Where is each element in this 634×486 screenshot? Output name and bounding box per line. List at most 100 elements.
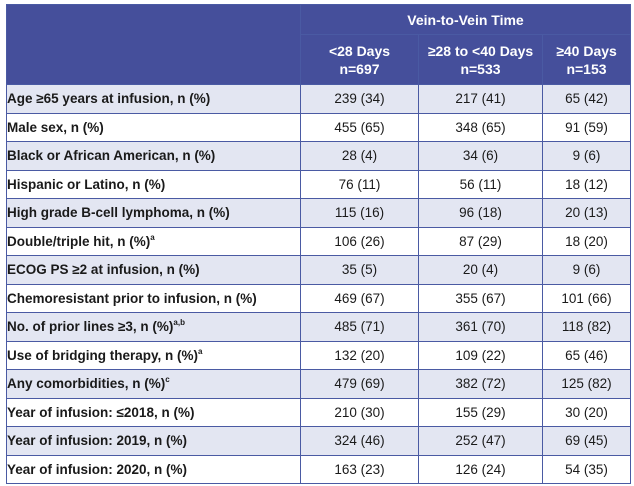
row-label-cell: Year of infusion: 2019, n (%) — [6, 426, 301, 456]
value-cell: 101 (66) — [541, 283, 632, 313]
row-label-cell: Male sex, n (%) — [6, 112, 301, 142]
value-cell: 56 (11) — [418, 169, 543, 199]
value-cell: 118 (82) — [541, 312, 632, 342]
value-cell: 91 (59) — [541, 112, 632, 142]
value-cell: 87 (29) — [418, 226, 543, 256]
table-row: Year of infusion: ≤2018, n (%) 210 (30) 15… — [6, 397, 632, 427]
table-row: Use of bridging therapy, n (%)a 132 (20) 1… — [6, 340, 632, 370]
row-label-cell: Use of bridging therapy, n (%)a — [6, 340, 301, 370]
row-label: No. of prior lines ≥3, n (%) — [7, 319, 174, 335]
row-label: Male sex, n (%) — [7, 119, 104, 135]
value-cell: 35 (5) — [300, 255, 419, 285]
row-label-cell: Age ≥65 years at infusion, n (%) — [6, 84, 301, 114]
row-label: Year of infusion: 2020, n (%) — [7, 461, 188, 477]
value-cell: 155 (29) — [418, 397, 543, 427]
value-cell: 115 (16) — [300, 198, 419, 228]
column-label: ≥28 to <40 Days — [427, 42, 534, 59]
row-label: Double/triple hit, n (%) — [7, 233, 151, 249]
value-cell: 18 (12) — [541, 169, 632, 199]
value-cell: 382 (72) — [418, 369, 543, 399]
header-blank-cell — [6, 4, 301, 85]
column-n: n=533 — [460, 60, 501, 77]
table-row: Black or African American, n (%) 28 (4) 34… — [6, 141, 632, 171]
table-row: No. of prior lines ≥3, n (%)a,b 485 (71) 3… — [6, 312, 632, 342]
row-label-cell: High grade B-cell lymphoma, n (%) — [6, 198, 301, 228]
column-label: <28 Days — [328, 42, 391, 59]
value-cell: 9 (6) — [541, 255, 632, 285]
row-label: Chemoresistant prior to infusion, n (%) — [7, 290, 257, 306]
row-label-cell: Any comorbidities, n (%)c — [6, 369, 301, 399]
value-cell: 361 (70) — [418, 312, 543, 342]
table-row: Age ≥65 years at infusion, n (%) 239 (34)… — [6, 84, 632, 114]
footnote-marker: a — [150, 232, 155, 242]
table-row: ECOG PS ≥2 at infusion, n (%) 35 (5) 20 (4… — [6, 255, 632, 285]
value-cell: 163 (23) — [300, 454, 419, 484]
value-cell: 324 (46) — [300, 426, 419, 456]
row-label-cell: ECOG PS ≥2 at infusion, n (%) — [6, 255, 301, 285]
table-body: Age ≥65 years at infusion, n (%) 239 (34)… — [6, 84, 632, 484]
row-label: Use of bridging therapy, n (%) — [7, 347, 199, 363]
value-cell: 9 (6) — [541, 141, 632, 171]
row-label: ECOG PS ≥2 at infusion, n (%) — [7, 262, 200, 278]
row-label-cell: Chemoresistant prior to infusion, n (%) — [6, 283, 301, 313]
table-row: Male sex, n (%) 455 (65) 348 (65) 91 (59) — [6, 112, 632, 142]
characteristics-table: Vein-to-Vein Time <28 Days n=697 ≥28 to … — [6, 4, 632, 484]
value-cell: 109 (22) — [418, 340, 543, 370]
value-cell: 106 (26) — [300, 226, 419, 256]
value-cell: 469 (67) — [300, 283, 419, 313]
value-cell: 217 (41) — [418, 84, 543, 114]
value-cell: 252 (47) — [418, 426, 543, 456]
value-cell: 28 (4) — [300, 141, 419, 171]
value-cell: 132 (20) — [300, 340, 419, 370]
column-label: ≥40 Days — [556, 42, 617, 59]
column-header: ≥40 Days n=153 — [541, 34, 632, 85]
value-cell: 65 (46) — [541, 340, 632, 370]
value-cell: 125 (82) — [541, 369, 632, 399]
value-cell: 65 (42) — [541, 84, 632, 114]
column-n: n=697 — [339, 60, 380, 77]
table-row: Double/triple hit, n (%)a 106 (26) 87 (29)… — [6, 226, 632, 256]
value-cell: 34 (6) — [418, 141, 543, 171]
row-label: Any comorbidities, n (%) — [7, 376, 166, 392]
value-cell: 76 (11) — [300, 169, 419, 199]
table-row: Hispanic or Latino, n (%) 76 (11) 56 (11) 1… — [6, 169, 632, 199]
value-cell: 455 (65) — [300, 112, 419, 142]
row-label-cell: Double/triple hit, n (%)a — [6, 226, 301, 256]
row-label: Year of infusion: ≤2018, n (%) — [7, 404, 195, 420]
column-header: ≥28 to <40 Days n=533 — [418, 34, 543, 85]
row-label: Year of infusion: 2019, n (%) — [7, 433, 188, 449]
value-cell: 210 (30) — [300, 397, 419, 427]
row-label-cell: Hispanic or Latino, n (%) — [6, 169, 301, 199]
value-cell: 20 (4) — [418, 255, 543, 285]
value-cell: 54 (35) — [541, 454, 632, 484]
row-label: High grade B-cell lymphoma, n (%) — [7, 205, 230, 221]
value-cell: 348 (65) — [418, 112, 543, 142]
row-label-cell: No. of prior lines ≥3, n (%)a,b — [6, 312, 301, 342]
row-label: Hispanic or Latino, n (%) — [7, 176, 166, 192]
table-row: Year of infusion: 2019, n (%) 324 (46) 252… — [6, 426, 632, 456]
value-cell: 30 (20) — [541, 397, 632, 427]
group-title: Vein-to-Vein Time — [299, 4, 632, 35]
value-cell: 126 (24) — [418, 454, 543, 484]
row-label: Age ≥65 years at infusion, n (%) — [7, 91, 211, 107]
value-cell: 69 (45) — [541, 426, 632, 456]
table-header: Vein-to-Vein Time <28 Days n=697 ≥28 to … — [6, 4, 632, 85]
value-cell: 355 (67) — [418, 283, 543, 313]
footnote-marker: a — [198, 346, 203, 356]
value-cell: 18 (20) — [541, 226, 632, 256]
footnote-marker: c — [165, 375, 170, 385]
table-row: High grade B-cell lymphoma, n (%) 115 (16… — [6, 198, 632, 228]
column-header: <28 Days n=697 — [300, 34, 419, 85]
value-cell: 239 (34) — [300, 84, 419, 114]
row-label-cell: Black or African American, n (%) — [6, 141, 301, 171]
row-label-cell: Year of infusion: 2020, n (%) — [6, 454, 301, 484]
value-cell: 485 (71) — [300, 312, 419, 342]
table-row: Chemoresistant prior to infusion, n (%) 4… — [6, 283, 632, 313]
row-label-cell: Year of infusion: ≤2018, n (%) — [6, 397, 301, 427]
row-label: Black or African American, n (%) — [7, 148, 216, 164]
table-row: Year of infusion: 2020, n (%) 163 (23) 126… — [6, 454, 632, 484]
value-cell: 20 (13) — [541, 198, 632, 228]
column-n: n=153 — [566, 60, 607, 77]
value-cell: 479 (69) — [300, 369, 419, 399]
value-cell: 96 (18) — [418, 198, 543, 228]
